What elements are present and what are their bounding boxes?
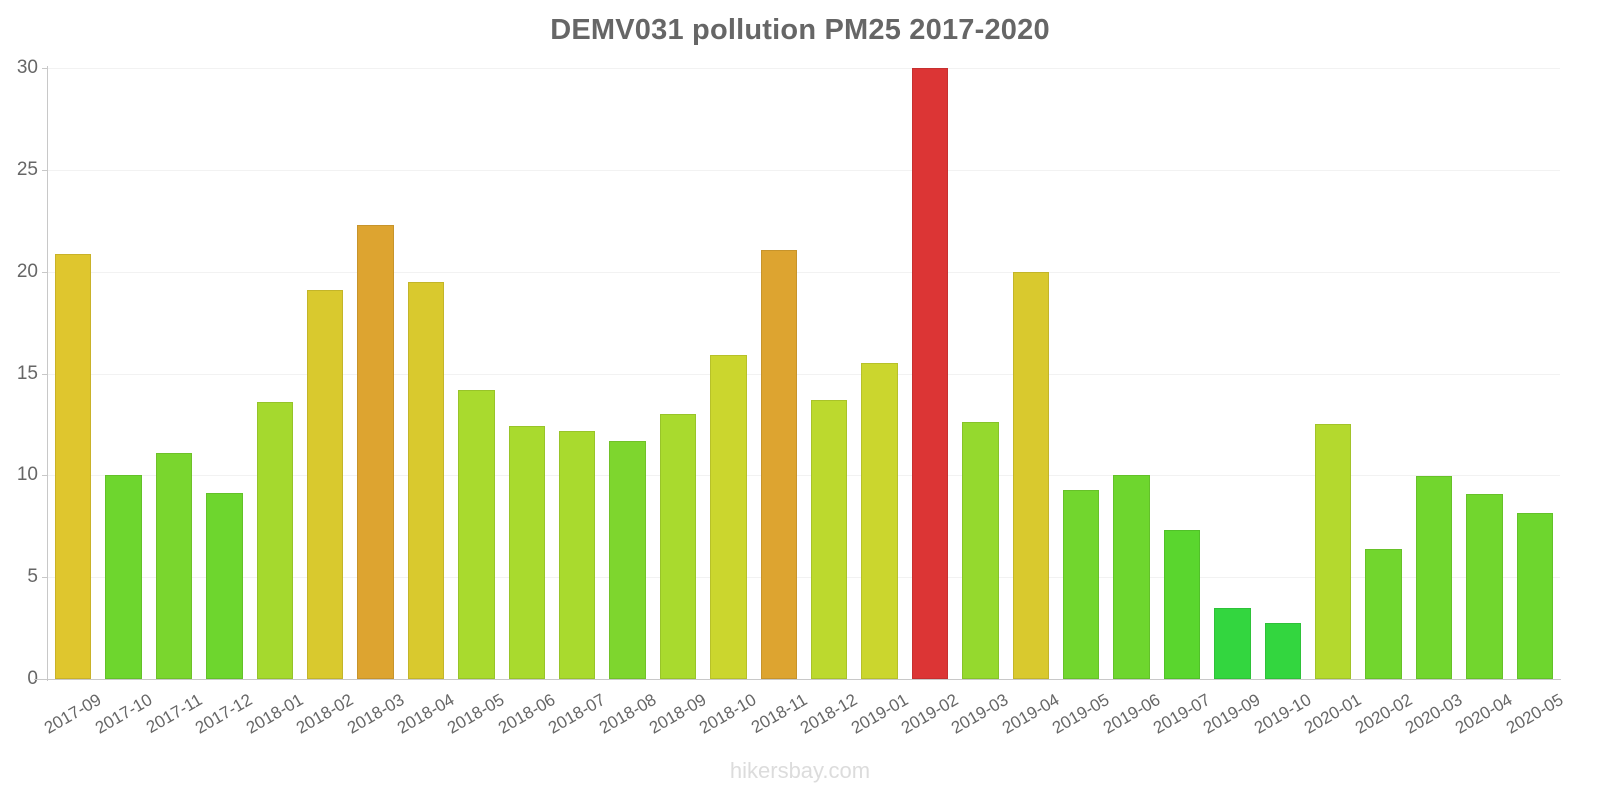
x-axis-tick-label: 2018-01 <box>242 690 307 738</box>
bar[interactable] <box>357 224 394 679</box>
x-axis-tick-label: 2019-09 <box>1200 690 1264 738</box>
y-axis-tick-mark <box>42 475 48 477</box>
bar[interactable] <box>609 440 646 679</box>
y-axis-tick-mark <box>42 577 48 579</box>
bar[interactable] <box>962 422 999 679</box>
gridline <box>48 577 1560 579</box>
bar[interactable] <box>206 492 243 679</box>
credit-watermark: hikersbay.com <box>729 758 871 783</box>
x-axis-tick-label: 2020-02 <box>1351 690 1416 738</box>
bar[interactable] <box>1163 530 1201 679</box>
x-axis-tick-label: 2019-10 <box>1250 690 1315 738</box>
x-axis-tick-label: 2020-03 <box>1401 690 1466 738</box>
bar[interactable] <box>1062 489 1100 679</box>
y-axis-tick-mark <box>42 679 48 680</box>
x-axis-tick-label: 2017-10 <box>91 690 156 738</box>
x-axis-tick-label: 2019-07 <box>1149 690 1214 738</box>
x-axis-tick-label: 2018-04 <box>393 690 458 738</box>
bar[interactable] <box>1214 607 1251 679</box>
x-axis-tick-label: 2018-10 <box>696 690 760 738</box>
gridline <box>48 169 1560 171</box>
x-axis-tick-label: 2018-12 <box>797 690 861 738</box>
x-axis-tick-label: 2018-05 <box>444 690 508 738</box>
bar[interactable] <box>558 430 596 679</box>
y-axis: 0 5 10 15 20 25 30 <box>0 0 38 800</box>
bar[interactable] <box>105 475 142 679</box>
bar[interactable] <box>911 68 949 679</box>
bar[interactable] <box>1516 513 1554 679</box>
gridline <box>48 475 1560 477</box>
y-axis-tick-label: 15 <box>16 362 38 384</box>
x-axis-tick-label: 2020-04 <box>1452 690 1516 738</box>
y-axis-tick-label: 30 <box>16 57 38 78</box>
bar[interactable] <box>306 290 344 679</box>
x-axis-tick-label: 2019-03 <box>948 690 1012 738</box>
bar[interactable] <box>1012 271 1050 679</box>
bar[interactable] <box>1466 493 1503 679</box>
gridline <box>48 373 1560 375</box>
y-axis-tick-mark <box>42 271 48 273</box>
bar[interactable] <box>1264 623 1302 679</box>
x-axis-tick-label: 2019-05 <box>1049 690 1113 738</box>
y-axis-tick-mark <box>42 68 48 69</box>
x-axis-tick-label: 2018-09 <box>645 690 710 738</box>
bar[interactable] <box>256 402 294 679</box>
y-axis-tick-mark <box>42 169 48 171</box>
y-axis-tick-label: 20 <box>16 260 38 282</box>
x-axis-tick-label: 2020-05 <box>1502 690 1567 738</box>
gridline <box>48 68 1560 69</box>
y-axis-tick-label: 0 <box>27 668 38 689</box>
bar[interactable] <box>810 399 848 679</box>
x-axis-tick-label: 2017-12 <box>192 690 256 738</box>
x-axis-tick-label: 2018-06 <box>494 690 559 738</box>
gridline <box>48 271 1560 273</box>
x-axis-tick-label: 2017-09 <box>41 690 105 738</box>
x-axis-tick-label: 2018-07 <box>545 690 609 738</box>
y-axis-tick-label: 25 <box>16 158 38 180</box>
bar[interactable] <box>508 426 546 679</box>
bar[interactable] <box>458 389 495 679</box>
y-axis-tick-label: 10 <box>16 464 38 486</box>
bar[interactable] <box>407 281 445 679</box>
bar[interactable] <box>54 254 92 679</box>
bar[interactable] <box>1113 475 1150 679</box>
x-axis-tick-label: 2019-01 <box>847 690 912 738</box>
x-axis-tick-label: 2018-03 <box>343 690 408 738</box>
x-axis-tick-label: 2018-02 <box>293 690 357 738</box>
bar[interactable] <box>659 414 697 679</box>
bar[interactable] <box>155 452 193 679</box>
chart-title: DEMV031 pollution PM25 2017-2020 <box>550 14 1050 46</box>
x-axis-tick-label: 2019-04 <box>998 690 1063 738</box>
x-axis-tick-label: 2019-02 <box>897 690 962 738</box>
x-axis-tick-label: 2018-11 <box>747 690 811 738</box>
x-axis-tick-label: 2020-01 <box>1301 690 1365 738</box>
x-axis-tick-label: 2018-08 <box>595 690 660 738</box>
bar[interactable] <box>1415 476 1453 679</box>
y-axis-tick-mark <box>42 373 48 375</box>
y-axis-tick-label: 5 <box>27 566 38 588</box>
bar[interactable] <box>1314 424 1352 679</box>
bar[interactable] <box>760 250 798 679</box>
bar[interactable] <box>861 363 898 679</box>
bar[interactable] <box>710 355 747 679</box>
plot-area <box>48 68 1560 679</box>
x-axis-tick-label: 2019-06 <box>1099 690 1164 738</box>
x-axis-line <box>34 679 1561 680</box>
bar[interactable] <box>1365 548 1402 679</box>
